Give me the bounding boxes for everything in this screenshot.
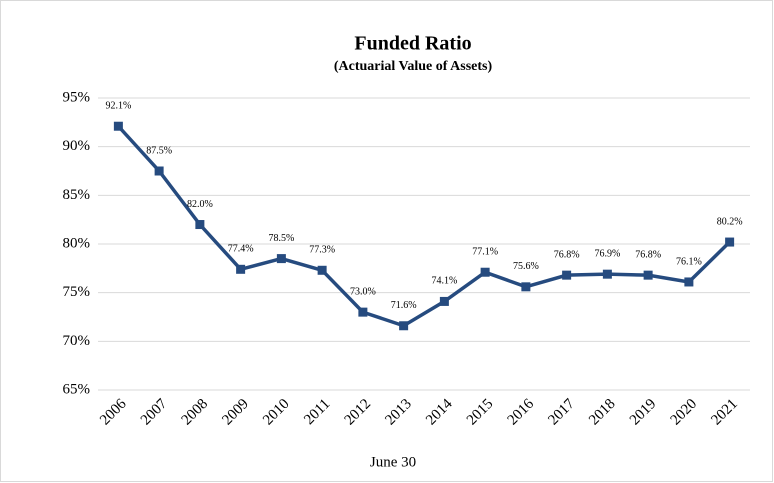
value-label: 77.4% xyxy=(228,244,254,255)
value-label: 76.1% xyxy=(676,256,702,267)
data-point xyxy=(521,282,531,292)
value-label: 80.2% xyxy=(717,216,743,227)
y-tick-label: 70% xyxy=(63,333,91,349)
x-axis-label: June 30 xyxy=(370,454,416,470)
value-label: 82.0% xyxy=(187,199,213,210)
data-point xyxy=(317,265,327,275)
data-line xyxy=(117,125,731,328)
chart-title: Funded Ratio xyxy=(354,33,471,55)
y-tick-label: 80% xyxy=(63,235,91,251)
data-point xyxy=(562,270,572,280)
value-label: 75.6% xyxy=(513,261,539,272)
y-tick-label: 90% xyxy=(63,138,91,154)
value-label: 77.1% xyxy=(472,247,498,258)
value-label: 71.6% xyxy=(391,300,417,311)
data-point xyxy=(684,277,694,287)
y-tick-label: 75% xyxy=(63,284,91,300)
data-point xyxy=(399,321,409,331)
y-tick-label: 95% xyxy=(63,89,91,105)
data-point xyxy=(113,121,123,131)
data-point xyxy=(195,220,205,230)
data-point xyxy=(276,254,286,264)
value-label: 73.0% xyxy=(350,286,376,297)
data-point xyxy=(439,296,449,306)
data-point xyxy=(602,269,612,279)
data-point xyxy=(358,307,368,317)
data-point xyxy=(236,264,246,274)
data-point xyxy=(480,267,490,277)
value-label: 76.8% xyxy=(554,249,580,260)
chart-subtitle: (Actuarial Value of Assets) xyxy=(334,59,493,74)
value-label: 87.5% xyxy=(146,145,172,156)
data-point xyxy=(725,237,735,247)
value-label: 92.1% xyxy=(105,101,131,112)
y-tick-label: 85% xyxy=(63,187,91,203)
value-label: 76.9% xyxy=(594,248,620,259)
y-tick-label: 65% xyxy=(63,381,91,397)
value-label: 77.3% xyxy=(309,245,335,256)
value-label: 74.1% xyxy=(431,276,457,287)
data-point xyxy=(643,270,653,280)
value-label: 76.8% xyxy=(635,249,661,260)
value-label: 78.5% xyxy=(268,233,294,244)
data-point xyxy=(154,166,164,176)
